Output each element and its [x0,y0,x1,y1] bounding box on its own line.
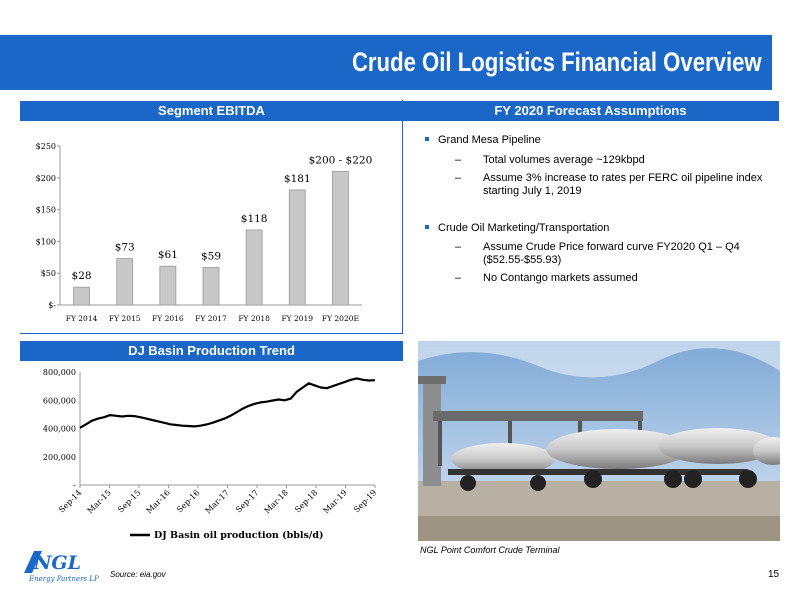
ngl-logo: NGL Energy Partners LP [20,545,100,585]
y-tick-label: - [73,481,76,490]
forecast-header: FY 2020 Forecast Assumptions [402,101,779,121]
sub-bullet: – Total volumes average ~129kbpd [455,154,767,167]
x-tick-label: FY 2014 [66,314,98,323]
x-tick-label: Sep-14 [57,488,83,514]
x-tick-label: Mar-15 [86,488,113,515]
dash-icon: – [455,172,462,184]
logo-text: Energy Partners LP [28,575,99,583]
sub-bullet-text: No Contango markets assumed [483,272,638,284]
sub-bullet-text: Assume 3% increase to rates per FERC oil… [483,172,763,197]
series-line [79,377,376,429]
y-tick-label: 600,000 [43,396,76,405]
x-tick-label: Mar-16 [145,488,172,515]
x-tick-label: Mar-18 [263,488,290,515]
vertical-divider [402,100,403,333]
dash-icon: – [455,241,462,253]
x-tick-label: Mar-19 [322,488,349,515]
x-tick-label: Sep-17 [234,488,260,514]
bar [73,286,90,306]
page-number: 15 [768,569,780,580]
horizontal-divider [20,333,403,334]
sub-bullet-text: Assume Crude Price forward curve FY2020 … [483,241,740,266]
page-title: Crude Oil Logistics Financial Overview [352,47,762,77]
bar [288,189,306,306]
x-tick-label: Sep-15 [116,488,142,514]
x-tick-label: Sep-16 [175,488,201,514]
sub-bullet: – Assume 3% increase to rates per FERC oi… [455,172,767,198]
data-label: $28 [72,270,92,282]
y-tick-label: $- [48,301,56,310]
x-tick-label: FY 2017 [195,314,227,323]
data-label: $73 [115,242,135,254]
sub-bullet: – Assume Crude Price forward curve FY2020… [455,241,767,267]
data-label: $181 [284,173,311,185]
bullet-square-icon [425,225,429,230]
x-tick-label: FY 2015 [109,314,141,323]
dash-icon: – [455,272,462,284]
ebitda-bar-chart: $- $50 $100 $150 $200 $250 $28 FY 2014 $73 FY 201… [36,142,373,323]
terminal-photo [418,341,780,541]
bullet-label: Grand Mesa Pipeline [438,134,541,146]
x-tick-label: Mar-17 [204,488,231,515]
x-tick-label: FY 2018 [238,314,270,323]
source-note: Source: eia.gov [110,570,166,579]
data-label: $118 [241,213,268,225]
data-label: $59 [201,250,221,262]
y-tick-label: $150 [36,206,56,215]
title-bar: Crude Oil Logistics Financial Overview [0,35,772,90]
dash-icon: – [455,154,462,166]
data-label: $61 [158,249,178,261]
x-tick-label: FY 2019 [281,314,313,323]
sub-bullet-text: Total volumes average ~129kbpd [483,154,645,166]
y-tick-label: $100 [36,237,56,246]
bullet-label: Crude Oil Marketing/Transportation [438,222,610,234]
legend-label: DJ Basin oil production (bbls/d) [154,530,323,541]
bar [245,229,263,306]
y-tick-label: 800,000 [43,368,76,377]
y-tick-label: 400,000 [43,425,76,434]
dj-basin-header: DJ Basin Production Trend [20,341,403,361]
bullet-square-icon [425,137,429,142]
bar [159,265,177,306]
bullet-grand-mesa: Grand Mesa Pipeline [425,134,541,147]
y-tick-label: $250 [36,142,56,151]
bullet-crude-marketing: Crude Oil Marketing/Transportation [425,222,609,235]
x-tick-label: Sep-18 [293,488,319,514]
bar [116,258,134,306]
y-tick-label: $50 [41,269,56,278]
y-tick-label: 200,000 [43,453,76,462]
x-tick-label: Sep-19 [352,488,378,514]
logo-mark: NGL [33,552,81,574]
x-tick-label: FY 2016 [152,314,184,323]
data-label: $200 - $220 [309,154,373,166]
segment-ebitda-header: Segment EBITDA [20,101,403,121]
bar [332,171,349,306]
x-tick-label: FY 2020E [322,314,359,323]
sub-bullet: – No Contango markets assumed [455,272,767,285]
bar [202,267,220,306]
y-tick-label: $200 [36,174,56,183]
photo-caption: NGL Point Comfort Crude Terminal [420,545,560,555]
